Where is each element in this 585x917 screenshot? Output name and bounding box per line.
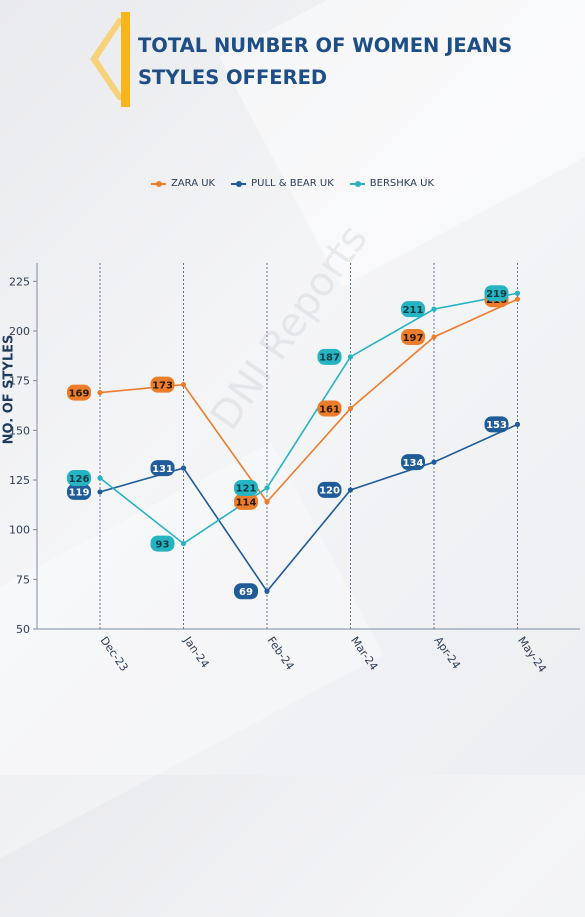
y-tick-label: 125 [9, 474, 30, 487]
data-label-badge [317, 481, 342, 498]
data-point-zara-uk [431, 334, 437, 340]
data-label-badge [234, 583, 258, 600]
data-point-zara-uk [97, 389, 103, 396]
data-label: 161 [319, 404, 340, 415]
data-label-badge [150, 535, 175, 552]
data-label: 121 [236, 484, 257, 495]
data-point-pull-bear-uk [180, 465, 187, 471]
data-label-badge [234, 479, 258, 496]
data-label-badge [484, 285, 509, 302]
data-label-badge [401, 454, 425, 471]
data-label: 131 [152, 464, 173, 475]
data-label-badge [401, 301, 425, 318]
data-label: 114 [236, 498, 257, 509]
chart-legend: ZARA UK PULL & BEAR UK BERSHKA UK [0, 178, 585, 189]
data-label: 153 [486, 420, 507, 431]
data-label-badge [317, 400, 342, 417]
x-tick-label: May-24 [515, 634, 549, 675]
x-tick-label: Apr-24 [432, 634, 463, 671]
y-tick-label: 50 [16, 623, 30, 636]
data-label-badge [67, 470, 91, 487]
x-tick-label: Jan-24 [180, 633, 211, 670]
data-label: 126 [69, 474, 90, 485]
header: TOTAL NUMBER OF WOMEN JEANS STYLES OFFER… [88, 12, 568, 107]
page-title: TOTAL NUMBER OF WOMEN JEANS STYLES OFFER… [138, 30, 512, 94]
series-line-pull-bear-uk [99, 423, 518, 593]
data-point-bershka-uk [347, 354, 354, 360]
data-label: 93 [156, 539, 170, 550]
y-tick-label: 200 [9, 325, 30, 338]
data-label: 169 [69, 388, 90, 399]
legend-item-pull-bear: PULL & BEAR UK [231, 178, 334, 189]
data-label-badge [484, 416, 509, 433]
legend-marker-pull-bear [231, 180, 247, 187]
data-label-badge [150, 376, 175, 393]
data-label: 120 [319, 486, 340, 497]
legend-marker-zara [150, 180, 166, 187]
data-point-pull-bear-uk [514, 421, 521, 427]
data-label: 119 [69, 488, 90, 499]
data-label: 219 [486, 289, 507, 300]
legend-label-pull-bear: PULL & BEAR UK [251, 178, 334, 189]
data-point-pull-bear-uk [97, 489, 103, 495]
data-label: 187 [319, 353, 340, 364]
x-tick-label: Dec-23 [98, 634, 131, 674]
data-label: 134 [403, 458, 424, 469]
data-label-badge [234, 493, 258, 510]
data-point-zara-uk [347, 405, 354, 412]
series-line-bershka-uk [99, 292, 518, 545]
data-label: 211 [403, 305, 424, 316]
y-tick-label: 75 [16, 573, 30, 586]
legend-label-bershka: BERSHKA UK [369, 178, 435, 189]
title-line-1: TOTAL NUMBER OF WOMEN JEANS [138, 34, 513, 57]
data-point-pull-bear-uk [347, 487, 354, 493]
legend-item-bershka: BERSHKA UK [349, 178, 435, 189]
data-point-bershka-uk [97, 475, 103, 481]
y-tick-label: 100 [9, 524, 30, 537]
legend-marker-bershka [349, 180, 365, 187]
data-label: 197 [403, 333, 424, 344]
y-tick-label: 175 [9, 375, 30, 388]
data-label-badge [67, 483, 91, 500]
data-point-bershka-uk [264, 485, 270, 491]
data-point-zara-uk [180, 382, 187, 388]
legend-item-zara: ZARA UK [150, 178, 216, 189]
chevron-logo-icon [90, 12, 130, 107]
data-point-bershka-uk [514, 290, 521, 296]
data-label: 69 [239, 587, 253, 598]
data-label-badge [67, 384, 91, 401]
title-line-2: STYLES OFFERED [138, 66, 328, 89]
data-point-bershka-uk [180, 540, 187, 547]
y-tick-label: 225 [9, 275, 30, 288]
data-label: 173 [152, 380, 173, 391]
data-point-zara-uk [264, 499, 270, 505]
data-point-pull-bear-uk [264, 588, 270, 594]
x-tick-label: Mar-24 [348, 634, 380, 673]
x-tick-label: Feb-24 [265, 634, 297, 672]
data-label-badge [150, 460, 175, 477]
data-point-pull-bear-uk [431, 459, 437, 465]
y-tick-label: 150 [9, 424, 30, 437]
data-point-bershka-uk [431, 306, 437, 312]
data-label-badge [317, 348, 342, 365]
data-label-badge [401, 328, 425, 345]
data-point-zara-uk [514, 296, 521, 302]
legend-label-zara: ZARA UK [170, 178, 216, 189]
